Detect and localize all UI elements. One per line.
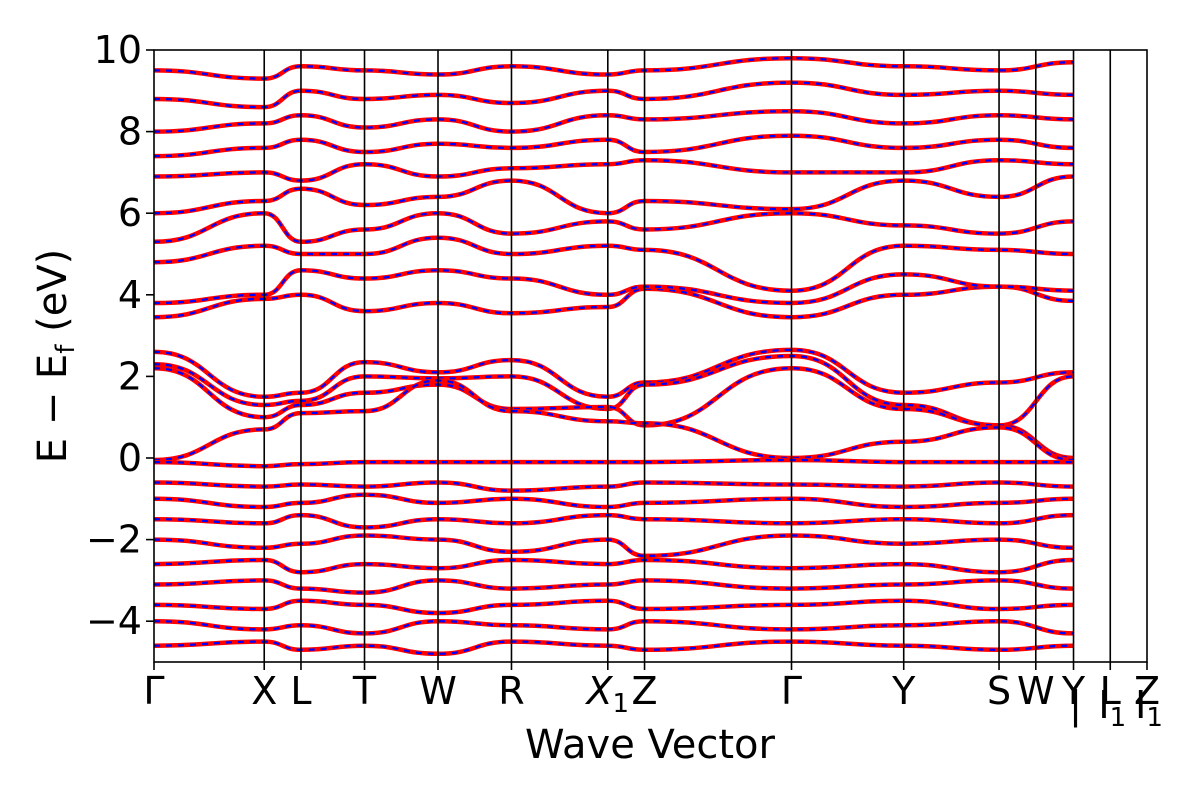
x-tick-label: T: [352, 669, 377, 713]
y-axis: −4 −2 0 2 4 6 8 10: [86, 28, 154, 643]
y-axis-label-unit: (eV): [30, 249, 76, 332]
y-axis-label: E − Ef (eV): [30, 249, 81, 464]
x-tick-label-overlap-main: I: [1135, 683, 1146, 727]
y-axis-label-subscript: f: [51, 344, 81, 354]
y-tick-label: 2: [118, 354, 142, 398]
x-tick-label: X1: [585, 669, 630, 719]
band-5-dashed: [154, 285, 1074, 319]
y-tick-label: 0: [118, 436, 142, 480]
x-tick-label: Γ: [781, 669, 802, 713]
y-tick-label: 6: [118, 191, 142, 235]
x-tick-label-subscript: 1: [613, 689, 630, 719]
x-axis: Γ X L T W R X1 Z Γ Y S W Y L Z| I1 I1: [143, 662, 1163, 733]
x-tick-label-overlap-main: I: [1098, 683, 1109, 727]
x-tick-label: L: [1100, 669, 1121, 713]
x-axis-label: Wave Vector: [525, 722, 776, 768]
x-tick-label: R: [498, 669, 524, 713]
x-tick-label: S: [987, 669, 1011, 713]
band-2-dashed: [154, 367, 1074, 460]
x-tick-label: Z: [632, 669, 658, 713]
band-9-dashed: [154, 175, 1074, 215]
band-8-dashed: [154, 212, 1074, 243]
plot-frame: [153, 49, 1148, 663]
y-tick-label: 8: [118, 110, 142, 154]
x-tick-label-main: X: [585, 669, 614, 713]
x-tick-label-overlap-main: |: [1069, 683, 1082, 728]
y-tick-label: −2: [86, 518, 142, 562]
x-tick-label: W: [419, 669, 457, 713]
x-tick-label: Y: [1061, 669, 1086, 713]
band-16-dashed: [154, 493, 1074, 509]
y-axis-label-main: E − E: [30, 354, 76, 464]
x-tick-label: W: [1017, 669, 1055, 713]
y-tick-label: 10: [94, 28, 142, 72]
high-symmetry-lines: [263, 50, 1112, 662]
band-4-dashed: [154, 458, 1074, 468]
x-tick-label-overlap: |: [1069, 683, 1082, 728]
x-tick-label-overlap: I1: [1098, 683, 1126, 733]
band-0-dashed: [154, 348, 1074, 398]
x-tick-label: L: [290, 669, 311, 713]
band-15-dashed: [154, 481, 1074, 492]
band-14-dashed: [154, 57, 1074, 80]
x-tick-label-overlap: I1: [1135, 683, 1163, 733]
band-7-dashed: [154, 236, 1074, 292]
x-tick-label: Z: [1134, 669, 1160, 713]
y-tick-label: −4: [86, 599, 142, 643]
y-axis-label-spacer: [30, 332, 76, 345]
x-tick-label-overlap-subscript: 1: [1110, 703, 1127, 733]
x-tick-label-overlap-subscript: 1: [1146, 703, 1163, 733]
x-tick-label: Y: [891, 669, 916, 713]
y-tick-label: 4: [118, 273, 142, 317]
x-tick-label: X: [251, 669, 277, 713]
x-tick-label: Γ: [143, 669, 164, 713]
